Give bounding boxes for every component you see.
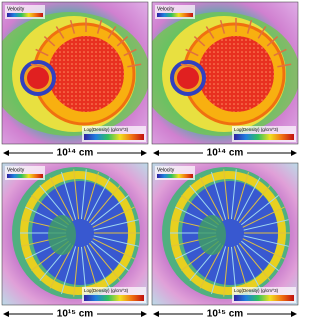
- velocity-arrow: [127, 63, 142, 68]
- velocity-arrow: [91, 240, 129, 272]
- velocity-arrow: [223, 246, 230, 297]
- panel-frame: [151, 162, 299, 306]
- velocity-arrow: [193, 35, 206, 47]
- velocity-arrow: [88, 185, 121, 223]
- velocity-arrow: [60, 246, 77, 295]
- colorbar-label: Log(Density) (g/cm^3): [234, 288, 279, 293]
- velocity-arrow: [83, 246, 100, 295]
- legend-title: Velocity: [157, 6, 175, 12]
- core: [198, 36, 274, 112]
- velocity-arrow: [49, 177, 74, 222]
- velocity-arrow: [233, 171, 250, 220]
- velocity-arrow: [83, 171, 100, 220]
- velocity-arrow: [241, 240, 279, 272]
- scale-label-bg: [53, 147, 97, 159]
- velocity-arrow: [243, 235, 289, 247]
- velocity-arrow: [180, 63, 195, 68]
- velocity-arrow: [257, 26, 267, 39]
- velocity-arrow: [242, 206, 286, 228]
- panel: Velocity Log(Density) (g/cm^3): [152, 163, 298, 305]
- legend-title: Velocity: [7, 167, 25, 173]
- velocity-arrow: [199, 177, 224, 222]
- velocity-arrow: [233, 246, 250, 295]
- velocity-arrow: [92, 238, 136, 260]
- velocity-arrow: [86, 177, 111, 222]
- scale-label: 10¹⁵ cm: [207, 309, 243, 320]
- velocity-arrow: [55, 26, 65, 39]
- velocity-arrow: [93, 219, 139, 231]
- velocity-arrow: [35, 48, 49, 57]
- panel-frame: [1, 162, 149, 306]
- velocity-arrow: [205, 26, 215, 39]
- colorbar: [84, 134, 144, 140]
- colorbar: [84, 295, 144, 301]
- velocity-arrow: [185, 48, 199, 57]
- panel: Velocity Log(Density) (g/cm^3): [2, 163, 148, 305]
- core: [48, 36, 124, 112]
- velocity-arrow: [238, 243, 271, 281]
- interior: [182, 181, 278, 285]
- colorbar-label: Log(Density) (g/cm^3): [234, 127, 279, 132]
- inner-blob: [48, 215, 76, 255]
- velocity-arrow: [92, 206, 136, 228]
- velocity-arrow: [96, 19, 103, 34]
- velocity-arrow: [238, 185, 271, 223]
- velocity-arrow: [199, 244, 224, 289]
- interior: [32, 181, 128, 285]
- companion-core: [177, 67, 199, 89]
- panel: Velocity Log(Density) (g/cm^3): [2, 2, 148, 144]
- velocity-arrow: [210, 246, 227, 295]
- legend-bar: [157, 174, 193, 178]
- velocity-arrow: [230, 169, 237, 220]
- panel: Velocity Log(Density) (g/cm^3): [152, 2, 298, 144]
- legend-bar: [157, 13, 193, 17]
- velocity-arrow: [86, 244, 111, 289]
- velocity-arrow: [277, 63, 292, 68]
- scale-label: 10¹⁴ cm: [57, 148, 94, 159]
- velocity-arrow: [223, 169, 230, 220]
- velocity-arrow: [91, 194, 129, 226]
- legend-title: Velocity: [7, 6, 25, 12]
- colorbar-label: Log(Density) (g/cm^3): [84, 127, 129, 132]
- velocity-arrow: [116, 35, 129, 47]
- velocity-arrow: [242, 238, 286, 260]
- scale-label-bg: [203, 147, 247, 159]
- colorbar: [234, 295, 294, 301]
- velocity-arrow: [73, 169, 80, 220]
- legend-title: Velocity: [157, 167, 175, 173]
- scale-label-bg: [53, 308, 97, 320]
- velocity-arrow: [49, 244, 74, 289]
- colorbar-label: Log(Density) (g/cm^3): [84, 288, 129, 293]
- velocity-arrow: [243, 219, 289, 231]
- panel-frame: [151, 1, 299, 145]
- velocity-arrow: [241, 194, 279, 226]
- legend-bar: [7, 174, 43, 178]
- colorbar: [234, 134, 294, 140]
- velocity-arrow: [73, 246, 80, 297]
- velocity-arrow: [30, 63, 45, 68]
- panel-frame: [1, 1, 149, 145]
- inner-blob: [198, 215, 226, 255]
- companion-core: [27, 67, 49, 89]
- velocity-arrow: [273, 48, 287, 57]
- velocity-arrow: [43, 35, 56, 47]
- velocity-arrow: [123, 48, 137, 57]
- legend-bar: [7, 13, 43, 17]
- scale-label-bg: [203, 308, 247, 320]
- velocity-arrow: [88, 243, 121, 281]
- figure: Velocity Log(Density) (g/cm^3) Velocity Log…: [1, 1, 299, 320]
- velocity-arrow: [266, 35, 279, 47]
- velocity-arrow: [246, 19, 253, 34]
- velocity-arrow: [93, 235, 139, 247]
- velocity-arrow: [80, 169, 87, 220]
- velocity-arrow: [210, 171, 227, 220]
- velocity-arrow: [107, 26, 117, 39]
- scale-label: 10¹⁴ cm: [207, 148, 244, 159]
- scale-label: 10¹⁵ cm: [57, 309, 93, 320]
- velocity-arrow: [60, 171, 77, 220]
- velocity-arrow: [219, 19, 226, 34]
- velocity-arrow: [69, 19, 76, 34]
- velocity-arrow: [236, 244, 261, 289]
- velocity-arrow: [236, 177, 261, 222]
